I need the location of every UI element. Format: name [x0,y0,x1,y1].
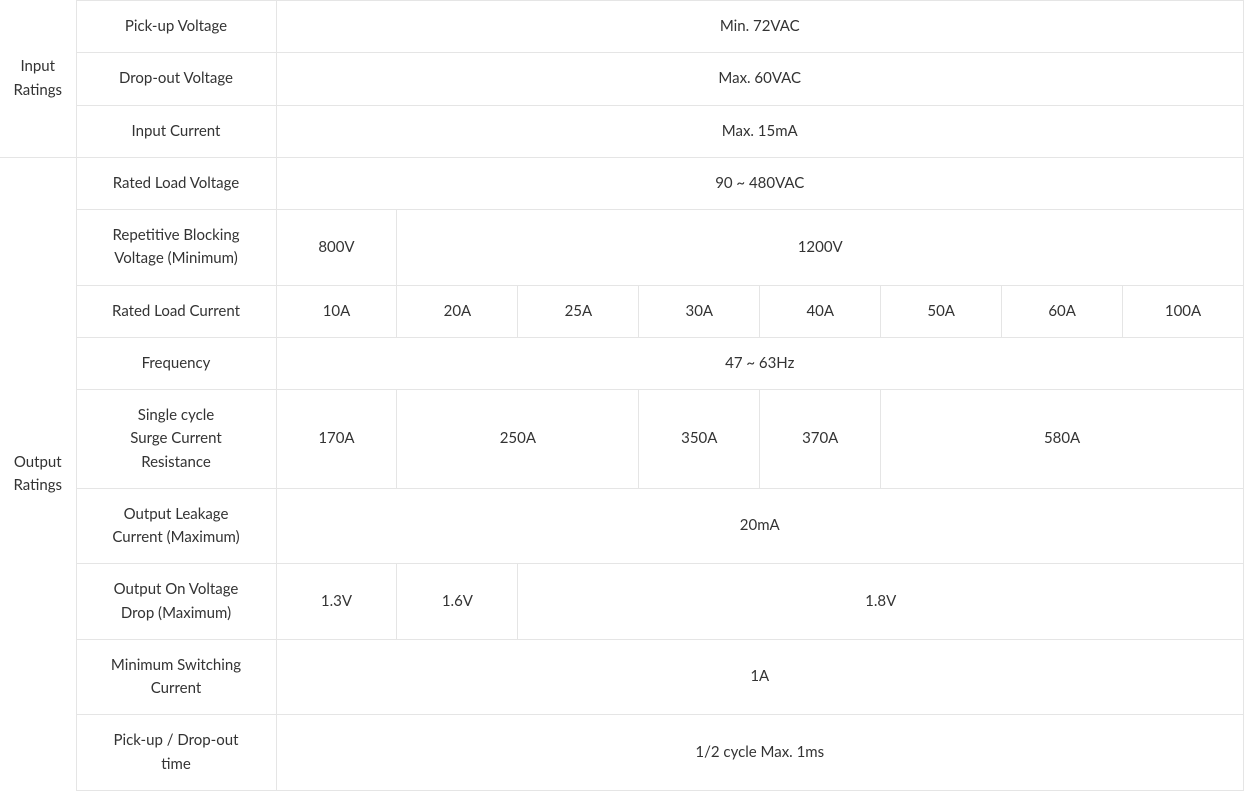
section-label-text: Input Ratings [13,57,62,98]
table-row: Frequency 47 ~ 63Hz [0,337,1244,389]
value-surge-b: 250A [397,390,639,489]
table-row: Single cycle Surge Current Resistance 17… [0,390,1244,489]
value-rlc-b: 20A [397,285,518,337]
param-min-switching: Minimum Switching Current [76,639,276,715]
value-rated-load-voltage: 90 ~ 480VAC [276,157,1244,209]
param-line: Output Leakage [124,505,229,523]
table-row: Input Current Max. 15mA [0,105,1244,157]
param-dropout-voltage: Drop-out Voltage [76,53,276,105]
value-rlc-d: 30A [639,285,760,337]
param-pickup-voltage: Pick-up Voltage [76,1,276,53]
value-rlc-a: 10A [276,285,397,337]
table-row: Pick-up / Drop-out time 1/2 cycle Max. 1… [0,715,1244,791]
value-surge-a: 170A [276,390,397,489]
table-row: Output On Voltage Drop (Maximum) 1.3V 1.… [0,564,1244,640]
param-line: Current (Maximum) [112,528,239,546]
table-row: Output Leakage Current (Maximum) 20mA [0,488,1244,564]
value-rlc-e: 40A [760,285,881,337]
table-row: Output Ratings Rated Load Voltage 90 ~ 4… [0,157,1244,209]
value-rlc-h: 100A [1123,285,1244,337]
value-input-current: Max. 15mA [276,105,1244,157]
value-pu-do-time: 1/2 cycle Max. 1ms [276,715,1244,791]
param-line: Single cycle [138,406,214,424]
param-line: Repetitive Blocking [112,226,239,244]
param-repetitive-blocking: Repetitive Blocking Voltage (Minimum) [76,210,276,286]
table-row: Repetitive Blocking Voltage (Minimum) 80… [0,210,1244,286]
value-repetitive-blocking-b: 1200V [397,210,1244,286]
value-pickup-voltage: Min. 72VAC [276,1,1244,53]
specifications-table: Input Ratings Pick-up Voltage Min. 72VAC… [0,0,1244,791]
table-row: Input Ratings Pick-up Voltage Min. 72VAC [0,1,1244,53]
section-output-ratings: Output Ratings [0,157,76,790]
value-on-drop-a: 1.3V [276,564,397,640]
value-surge-c: 350A [639,390,760,489]
param-surge: Single cycle Surge Current Resistance [76,390,276,489]
value-on-drop-b: 1.6V [397,564,518,640]
param-frequency: Frequency [76,337,276,389]
value-surge-d: 370A [760,390,881,489]
value-leakage: 20mA [276,488,1244,564]
param-line: Current [151,679,201,697]
section-input-ratings: Input Ratings [0,1,76,158]
value-surge-e: 580A [881,390,1244,489]
value-dropout-voltage: Max. 60VAC [276,53,1244,105]
table-row: Rated Load Current 10A 20A 25A 30A 40A 5… [0,285,1244,337]
value-rlc-g: 60A [1002,285,1123,337]
param-line: time [161,755,191,773]
param-on-drop: Output On Voltage Drop (Maximum) [76,564,276,640]
param-line: Minimum Switching [111,656,241,674]
param-rated-load-current: Rated Load Current [76,285,276,337]
param-pu-do-time: Pick-up / Drop-out time [76,715,276,791]
param-line: Pick-up / Drop-out [114,731,239,749]
table-row: Minimum Switching Current 1A [0,639,1244,715]
param-leakage: Output Leakage Current (Maximum) [76,488,276,564]
value-min-switching: 1A [276,639,1244,715]
value-rlc-f: 50A [881,285,1002,337]
value-rlc-c: 25A [518,285,639,337]
param-line: Surge Current [130,429,222,447]
param-line: Voltage (Minimum) [114,249,238,267]
param-input-current: Input Current [76,105,276,157]
value-frequency: 47 ~ 63Hz [276,337,1244,389]
value-repetitive-blocking-a: 800V [276,210,397,286]
param-rated-load-voltage: Rated Load Voltage [76,157,276,209]
table-row: Drop-out Voltage Max. 60VAC [0,53,1244,105]
param-line: Resistance [141,453,211,471]
value-on-drop-c: 1.8V [518,564,1244,640]
param-line: Output On Voltage [114,580,239,598]
section-label-text: Output Ratings [13,453,62,494]
param-line: Drop (Maximum) [121,604,231,622]
